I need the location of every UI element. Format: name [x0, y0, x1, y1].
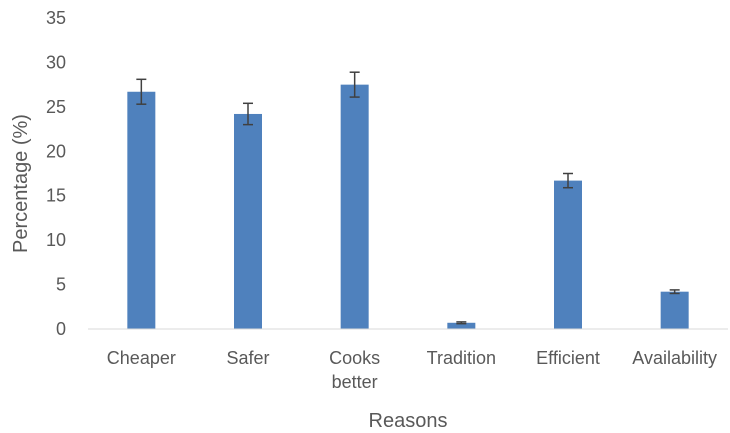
x-tick-label: Tradition: [427, 348, 496, 368]
x-axis: Cheaper Safer Cooks better Tradition Efficien…: [107, 348, 717, 392]
x-tick-label: Cooks better: [329, 348, 380, 392]
x-tick-label: Safer: [226, 348, 269, 368]
y-tick-label: 35: [46, 8, 66, 28]
bar: [447, 322, 476, 329]
y-tick-label: 30: [46, 52, 66, 72]
bar: [660, 291, 689, 329]
y-tick-label: 10: [46, 230, 66, 250]
y-axis: 0 5 10 15 20 25 30 35: [46, 8, 66, 339]
bar: [340, 84, 369, 330]
bar: [554, 180, 582, 329]
y-tick-label: 5: [56, 275, 66, 295]
error-bar: [136, 78, 147, 105]
y-tick-label: 20: [46, 141, 66, 161]
error-bar: [669, 289, 680, 295]
error-bar: [349, 71, 360, 98]
x-tick-label: Cheaper: [107, 348, 176, 368]
error-bars-group: [136, 71, 680, 325]
y-tick-label: 15: [46, 186, 66, 206]
error-bar: [243, 102, 253, 126]
bars-group: [127, 84, 689, 330]
y-tick-label: 25: [46, 97, 66, 117]
bar: [234, 113, 262, 329]
bar: [127, 91, 156, 329]
y-tick-label: 0: [56, 319, 66, 339]
y-axis-title: Percentage (%): [10, 114, 32, 253]
x-tick-label: Efficient: [536, 348, 600, 368]
error-bar: [456, 321, 467, 325]
error-bar: [563, 172, 573, 189]
x-tick-label: Availability: [632, 348, 717, 368]
x-axis-title: Reasons: [369, 410, 448, 432]
